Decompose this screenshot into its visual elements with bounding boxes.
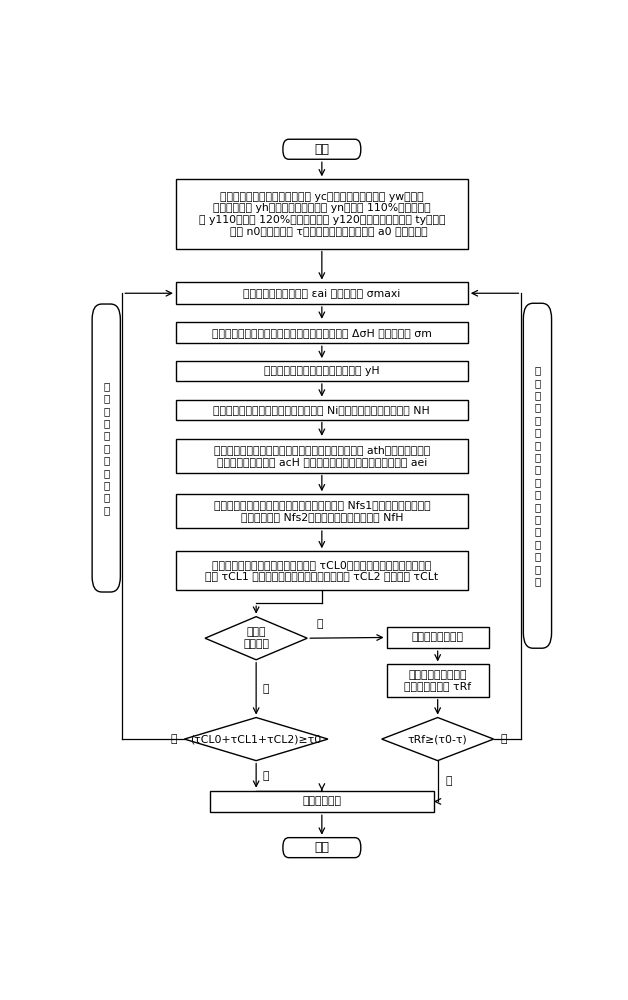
- FancyBboxPatch shape: [283, 139, 360, 159]
- Text: 计算汽轮机转子应变幅 εai 与最大应力 σmaxi: 计算汽轮机转子应变幅 εai 与最大应力 σmaxi: [243, 288, 401, 298]
- Text: 开始: 开始: [315, 143, 329, 156]
- Bar: [176, 361, 468, 381]
- Text: 计算汽轮机转子的裂纹萌生日历寿命 τCL0、第一阶段疲劳裂纹扩展日历
寿命 τCL1 和第二阶段疲劳裂纹扩展日历寿命 τCL2 和总寿命 τCLt: 计算汽轮机转子的裂纹萌生日历寿命 τCL0、第一阶段疲劳裂纹扩展日历 寿命 τC…: [205, 560, 438, 581]
- FancyBboxPatch shape: [283, 838, 360, 858]
- Text: 对
汽
轮
机
的
年
均
正
常
停
机
数
进
行
优
化
改
进: 对 汽 轮 机 的 年 均 正 常 停 机 数 进 行 优 化 改 进: [534, 365, 541, 586]
- Text: 剩余寿命运行监控: 剩余寿命运行监控: [412, 632, 463, 642]
- FancyBboxPatch shape: [92, 304, 121, 592]
- Polygon shape: [205, 617, 307, 660]
- Bar: [176, 494, 468, 528]
- Text: 计算汽轮机转子低周疲劳裂纹萌生寿命 Ni和高周疲劳裂纹萌生寿命 NH: 计算汽轮机转子低周疲劳裂纹萌生寿命 Ni和高周疲劳裂纹萌生寿命 NH: [214, 405, 430, 415]
- Bar: [176, 439, 468, 473]
- Bar: [176, 400, 468, 420]
- Text: 计算汽轮机带负荷运行转子的高周疲劳应力范围 ΔσH 和平均应力 σm: 计算汽轮机带负荷运行转子的高周疲劳应力范围 ΔσH 和平均应力 σm: [212, 328, 432, 338]
- Text: 是: 是: [263, 771, 269, 781]
- Text: (τCL0+τCL1+τCL2)≥τ0: (τCL0+τCL1+τCL2)≥τ0: [190, 734, 322, 744]
- Text: 否: 否: [316, 619, 323, 629]
- Text: 否: 否: [500, 734, 507, 744]
- Bar: [176, 179, 468, 249]
- Text: τRf≥(τ0-τ): τRf≥(τ0-τ): [408, 734, 468, 744]
- Text: 是: 是: [263, 684, 269, 694]
- Polygon shape: [185, 718, 328, 761]
- Text: 是: 是: [445, 776, 452, 786]
- Bar: [210, 791, 434, 812]
- Bar: [387, 664, 489, 697]
- Text: 计算汽轮机转子高周疲劳裂纹扩展的裂纹尺寸界限值 ath、高周疲劳裂纹
扩展的临界裂纹尺寸 acH 和低周疲劳裂纹扩展的临界裂纹尺寸 aei: 计算汽轮机转子高周疲劳裂纹扩展的裂纹尺寸界限值 ath、高周疲劳裂纹 扩展的临界…: [214, 445, 430, 467]
- Bar: [387, 627, 489, 648]
- Bar: [176, 282, 468, 304]
- Text: 否: 否: [170, 734, 177, 744]
- Text: 打印输出结果: 打印输出结果: [302, 796, 342, 806]
- Text: 总寿命
设计监控: 总寿命 设计监控: [243, 627, 269, 649]
- Text: 结束: 结束: [315, 841, 329, 854]
- Text: 汽轮机转子的第一阶段低周疲劳裂纹扩展寿命 Nfs1、第二阶段低周疲劳
裂纹扩展寿命 Nfs2和高周疲劳裂纹扩展寿命 NfH: 汽轮机转子的第一阶段低周疲劳裂纹扩展寿命 Nfs1、第二阶段低周疲劳 裂纹扩展寿…: [214, 500, 430, 522]
- Text: 输入汽轮机的年均冷态起动次数 yc、年均温态起动次数 yw、年均
热态起动次数 yh、年均正常停机次数 yn、年均 110%超速试验次
数 y110、年均 12: 输入汽轮机的年均冷态起动次数 yc、年均温态起动次数 yw、年均 热态起动次数 …: [198, 192, 445, 236]
- Text: 计算转子疲劳裂纹扩
展剩余日历寿命 τRf: 计算转子疲劳裂纹扩 展剩余日历寿命 τRf: [404, 670, 471, 691]
- Text: 计算汽轮机转子年均高周疲劳次数 yH: 计算汽轮机转子年均高周疲劳次数 yH: [264, 366, 380, 376]
- Bar: [176, 322, 468, 343]
- Bar: [176, 551, 468, 590]
- Polygon shape: [382, 718, 494, 761]
- Text: 对
转
子
结
构
进
行
优
化
改
进: 对 转 子 结 构 进 行 优 化 改 进: [103, 381, 109, 515]
- FancyBboxPatch shape: [523, 303, 551, 648]
